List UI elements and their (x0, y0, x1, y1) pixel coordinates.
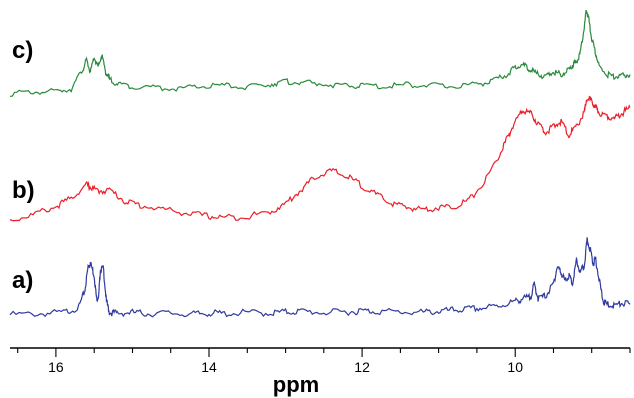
spectrum-trace-c (9, 9, 631, 97)
x-tick-label: 10 (507, 359, 523, 375)
series-label-a: a) (12, 267, 33, 294)
x-tick-label: 14 (201, 359, 217, 375)
x-tick-label: 16 (48, 359, 64, 375)
series-label-b: b) (12, 177, 35, 204)
x-axis: 16 14 12 10 (10, 347, 631, 375)
spectrum-trace-a (9, 237, 631, 318)
series-label-c: c) (12, 37, 33, 64)
x-axis-title: ppm (273, 372, 319, 397)
series-labels: a) b) c) (12, 37, 35, 294)
x-axis-ticks: 16 14 12 10 (17, 348, 631, 375)
spectrum-trace-b (9, 95, 631, 222)
x-tick-label: 12 (354, 359, 370, 375)
spectrum-traces (9, 9, 631, 318)
